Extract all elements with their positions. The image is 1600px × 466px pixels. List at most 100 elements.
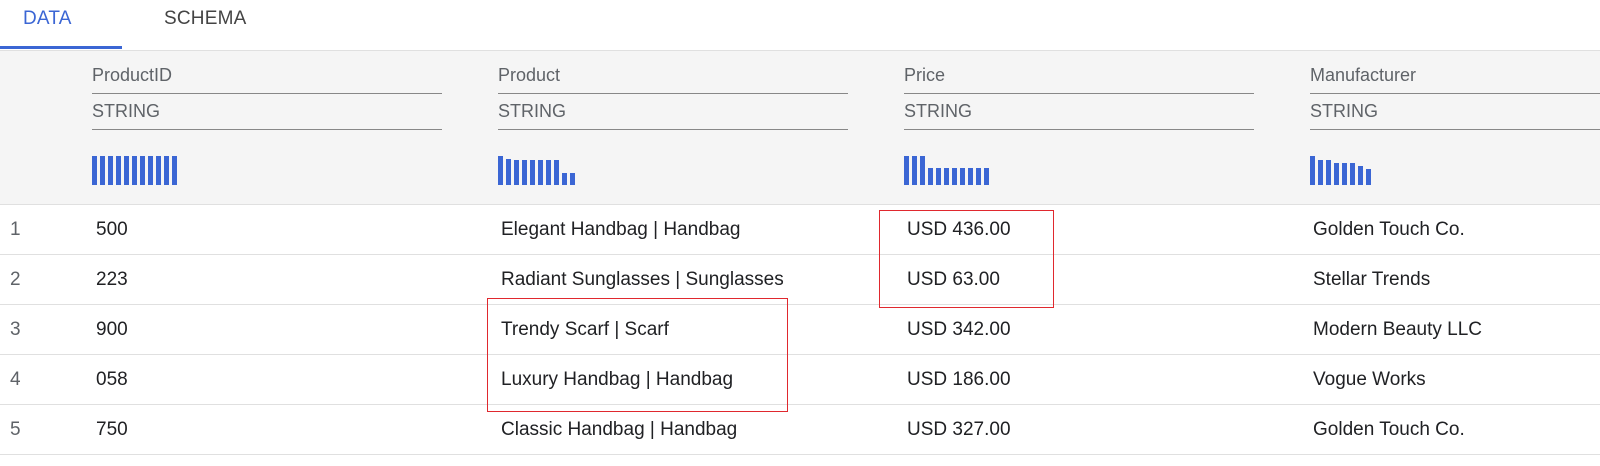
cell-mfr: Vogue Works — [1313, 369, 1426, 390]
histogram-bar — [1326, 160, 1331, 185]
histogram-bar — [1350, 163, 1355, 185]
row-number: 4 — [10, 369, 21, 390]
histogram-bar — [944, 167, 949, 185]
column-type: STRING — [1310, 101, 1379, 121]
divider — [904, 129, 1254, 130]
histogram-bar — [1310, 156, 1315, 185]
histogram-bar — [952, 167, 957, 185]
column-header-product[interactable]: Product STRING — [498, 51, 848, 201]
tab-schema[interactable]: SCHEMA — [164, 8, 247, 29]
histogram-bar — [530, 160, 535, 185]
cell-price: USD 186.00 — [907, 369, 1011, 390]
highlight-box-price — [879, 210, 1054, 308]
histogram-bar — [912, 156, 917, 185]
histogram-bar — [522, 160, 527, 185]
column-histogram — [904, 155, 989, 185]
histogram-bar — [498, 156, 503, 185]
cell-price: USD 327.00 — [907, 419, 1011, 440]
cell-product: Radiant Sunglasses | Sunglasses — [501, 269, 784, 290]
column-histogram — [498, 155, 575, 185]
row-number: 1 — [10, 219, 21, 240]
histogram-bar — [140, 156, 145, 185]
histogram-bar — [538, 160, 543, 185]
cell-id: 223 — [96, 269, 128, 290]
table-row[interactable]: 3 900 Trendy Scarf | Scarf USD 342.00 Modern… — [0, 305, 1600, 355]
divider — [92, 129, 442, 130]
histogram-bar — [172, 156, 177, 185]
divider — [498, 129, 848, 130]
column-header-manufacturer[interactable]: Manufacturer STRING — [1310, 51, 1600, 201]
tab-bar: DATA SCHEMA — [0, 0, 1600, 51]
histogram-bar — [1366, 169, 1371, 185]
cell-id: 500 — [96, 219, 128, 240]
cell-id: 750 — [96, 419, 128, 440]
divider — [1310, 129, 1600, 130]
histogram-bar — [108, 156, 113, 185]
histogram-bar — [920, 156, 925, 185]
histogram-bar — [562, 173, 567, 185]
column-name: Manufacturer — [1310, 65, 1417, 85]
tab-data[interactable]: DATA — [23, 8, 72, 29]
table-row[interactable]: 2 223 Radiant Sunglasses | Sunglasses USD 6… — [0, 255, 1600, 305]
histogram-bar — [132, 156, 137, 185]
histogram-bar — [514, 160, 519, 185]
column-name: Price — [904, 65, 946, 85]
cell-id: 900 — [96, 319, 128, 340]
histogram-bar — [546, 160, 551, 185]
histogram-bar — [936, 167, 941, 185]
histogram-bar — [100, 156, 105, 185]
histogram-bar — [156, 156, 161, 185]
divider — [904, 93, 1254, 94]
histogram-bar — [968, 167, 973, 185]
histogram-bar — [984, 167, 989, 185]
cell-mfr: Modern Beauty LLC — [1313, 319, 1482, 340]
histogram-bar — [506, 158, 511, 185]
table-row[interactable]: 1 500 Elegant Handbag | Handbag USD 436.00 G… — [0, 205, 1600, 255]
histogram-bar — [928, 167, 933, 185]
row-number: 3 — [10, 319, 21, 340]
column-header-productid[interactable]: ProductID STRING — [92, 51, 442, 201]
row-number: 5 — [10, 419, 21, 440]
cell-mfr: Golden Touch Co. — [1313, 219, 1465, 240]
divider — [92, 93, 442, 94]
column-histogram — [1310, 155, 1371, 185]
column-type: STRING — [498, 101, 567, 121]
cell-product: Classic Handbag | Handbag — [501, 419, 738, 440]
table-row[interactable]: 5 750 Classic Handbag | Handbag USD 327.00 G… — [0, 405, 1600, 455]
histogram-bar — [148, 156, 153, 185]
cell-price: USD 436.00 — [907, 219, 1011, 240]
histogram-bar — [1318, 160, 1323, 185]
highlight-box-product — [487, 298, 788, 412]
column-type: STRING — [904, 101, 973, 121]
histogram-bar — [116, 156, 121, 185]
histogram-bar — [124, 156, 129, 185]
histogram-bar — [92, 156, 97, 185]
histogram-bar — [976, 167, 981, 185]
cell-product: Trendy Scarf | Scarf — [501, 319, 669, 340]
table-row[interactable]: 4 058 Luxury Handbag | Handbag USD 186.00 Vo… — [0, 355, 1600, 405]
row-number: 2 — [10, 269, 21, 290]
column-name: Product — [498, 65, 561, 85]
cell-mfr: Golden Touch Co. — [1313, 419, 1465, 440]
cell-product: Luxury Handbag | Handbag — [501, 369, 734, 390]
cell-price: USD 63.00 — [907, 269, 1000, 290]
histogram-bar — [554, 160, 559, 185]
histogram-bar — [1342, 163, 1347, 185]
histogram-bar — [1334, 163, 1339, 185]
cell-id: 058 — [96, 369, 128, 390]
histogram-bar — [960, 167, 965, 185]
column-header-price[interactable]: Price STRING — [904, 51, 1254, 201]
histogram-bar — [904, 156, 909, 185]
histogram-bar — [1358, 166, 1363, 185]
histogram-bar — [570, 173, 575, 185]
divider — [1310, 93, 1600, 94]
divider — [498, 93, 848, 94]
table-header: ProductID STRING Product STRING Price ST… — [0, 51, 1600, 205]
cell-product: Elegant Handbag | Handbag — [501, 219, 741, 240]
column-type: STRING — [92, 101, 161, 121]
cell-price: USD 342.00 — [907, 319, 1011, 340]
active-tab-indicator — [0, 46, 122, 49]
column-histogram — [92, 155, 177, 185]
histogram-bar — [164, 156, 169, 185]
cell-mfr: Stellar Trends — [1313, 269, 1431, 290]
